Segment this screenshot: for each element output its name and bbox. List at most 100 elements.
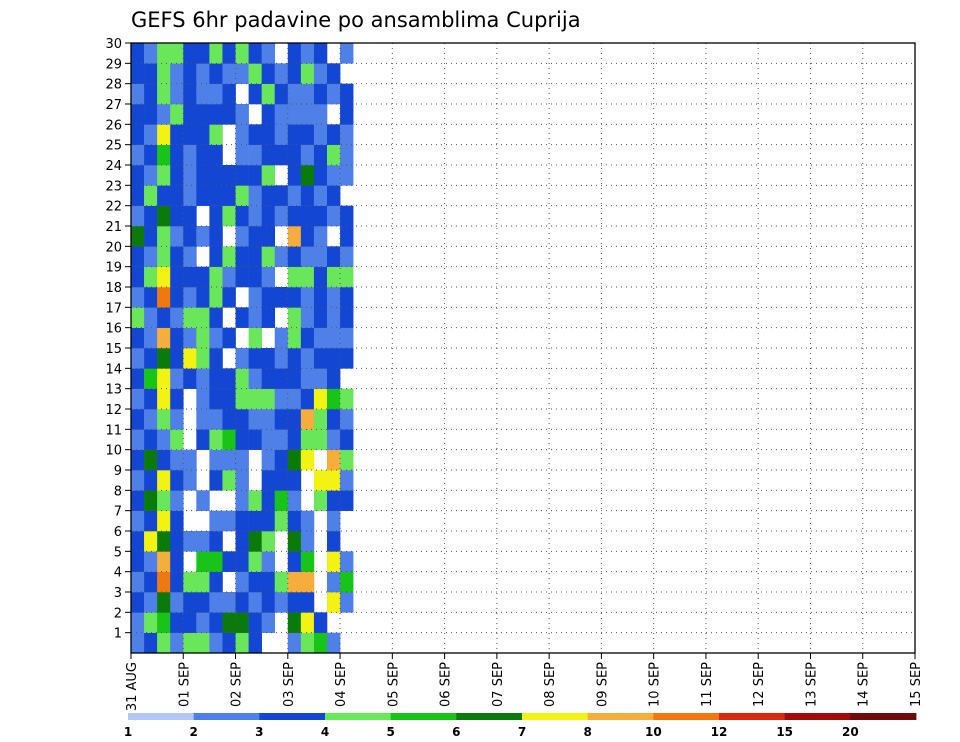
heatmap-cell	[327, 327, 341, 349]
heatmap-cell	[327, 490, 341, 511]
y-tick-label: 4	[114, 566, 122, 581]
heatmap-cell	[157, 124, 171, 145]
heatmap-cell	[261, 185, 276, 206]
heatmap-cell	[340, 490, 354, 511]
heatmap-cell	[170, 632, 184, 654]
y-tick-label: 29	[105, 57, 122, 72]
heatmap-cell	[131, 531, 145, 552]
heatmap-cell	[144, 205, 158, 227]
heatmap-cell	[157, 327, 171, 349]
heatmap-cell	[170, 592, 184, 613]
heatmap-cell	[300, 43, 315, 64]
heatmap-cell	[327, 246, 341, 267]
heatmap-cell	[248, 348, 262, 369]
heatmap-cell	[327, 409, 341, 430]
heatmap-cell	[287, 165, 302, 186]
heatmap-cell	[222, 612, 236, 633]
heatmap-cells	[131, 43, 354, 654]
heatmap-cell	[131, 104, 145, 125]
y-tick-label: 8	[114, 484, 122, 499]
heatmap-cell	[287, 409, 302, 430]
heatmap-cell	[300, 104, 315, 125]
heatmap-cell	[144, 144, 158, 166]
heatmap-cell	[340, 307, 354, 328]
heatmap-cell	[274, 348, 289, 369]
y-tick-label: 28	[105, 78, 122, 93]
heatmap-cell	[287, 592, 302, 613]
heatmap-cell	[131, 226, 145, 247]
heatmap-cell	[170, 429, 184, 450]
heatmap-cell	[209, 185, 223, 206]
heatmap-cell	[144, 470, 158, 491]
colorbar-label: 5	[386, 725, 394, 739]
heatmap-cell	[209, 327, 223, 349]
heatmap-cell	[248, 83, 262, 105]
heatmap-cell	[131, 348, 145, 369]
heatmap-cell	[300, 510, 315, 532]
heatmap-cell	[261, 246, 276, 267]
heatmap-cell	[144, 327, 158, 349]
heatmap-cell	[340, 205, 354, 227]
heatmap-cell	[131, 205, 145, 227]
heatmap-cell	[209, 226, 223, 247]
heatmap-cell	[327, 83, 341, 105]
heatmap-cell	[235, 246, 249, 267]
colorbar-segment	[719, 713, 786, 720]
heatmap-cell	[248, 632, 262, 654]
heatmap-cell	[209, 144, 223, 166]
heatmap-cell	[222, 287, 236, 308]
heatmap-cell	[248, 144, 262, 166]
heatmap-cell	[157, 83, 171, 105]
heatmap-cell	[235, 592, 249, 613]
heatmap-cell	[274, 104, 289, 125]
heatmap-cell	[235, 43, 249, 64]
heatmap-cell	[170, 205, 184, 227]
heatmap-cell	[327, 531, 341, 552]
heatmap-cell	[313, 388, 328, 410]
heatmap-cell	[274, 592, 289, 613]
heatmap-cell	[235, 429, 249, 450]
heatmap-cell	[313, 612, 328, 633]
heatmap-cell	[327, 592, 341, 613]
colorbar-segment	[128, 713, 195, 720]
heatmap-cell	[131, 83, 145, 105]
heatmap-cell	[196, 327, 210, 349]
heatmap-cell	[287, 571, 302, 593]
heatmap-cell	[300, 348, 315, 369]
heatmap-cell	[248, 510, 262, 532]
heatmap-cell	[340, 124, 354, 145]
heatmap-cell	[144, 246, 158, 267]
heatmap-cell	[287, 144, 302, 166]
heatmap-cell	[340, 144, 354, 166]
heatmap-cell	[183, 246, 197, 267]
heatmap-cell	[222, 592, 236, 613]
heatmap-cell	[235, 632, 249, 654]
heatmap-cell	[287, 429, 302, 450]
heatmap-cell	[327, 205, 341, 227]
heatmap-cell	[157, 571, 171, 593]
heatmap-cell	[327, 551, 341, 572]
x-tick-label: 14 SEP	[857, 662, 872, 707]
heatmap-cell	[157, 63, 171, 84]
heatmap-cell	[235, 612, 249, 633]
heatmap-cell	[261, 510, 276, 532]
heatmap-cell	[313, 43, 328, 64]
heatmap-cell	[300, 226, 315, 247]
heatmap-cell	[300, 185, 315, 206]
heatmap-cell	[144, 449, 158, 471]
heatmap-cell	[300, 612, 315, 633]
heatmap-cell	[300, 246, 315, 267]
heatmap-cell	[248, 287, 262, 308]
heatmap-cell	[340, 551, 354, 572]
y-tick-label: 14	[105, 362, 122, 377]
colorbar-label: 4	[321, 725, 329, 739]
heatmap-cell	[170, 612, 184, 633]
heatmap-cell	[313, 63, 328, 84]
heatmap-cell	[274, 368, 289, 389]
heatmap-cell	[235, 531, 249, 552]
heatmap-cell	[248, 368, 262, 389]
colorbar-segment	[653, 713, 720, 720]
heatmap-cell	[300, 266, 315, 288]
heatmap-cell	[209, 531, 223, 552]
heatmap-cell	[131, 368, 145, 389]
